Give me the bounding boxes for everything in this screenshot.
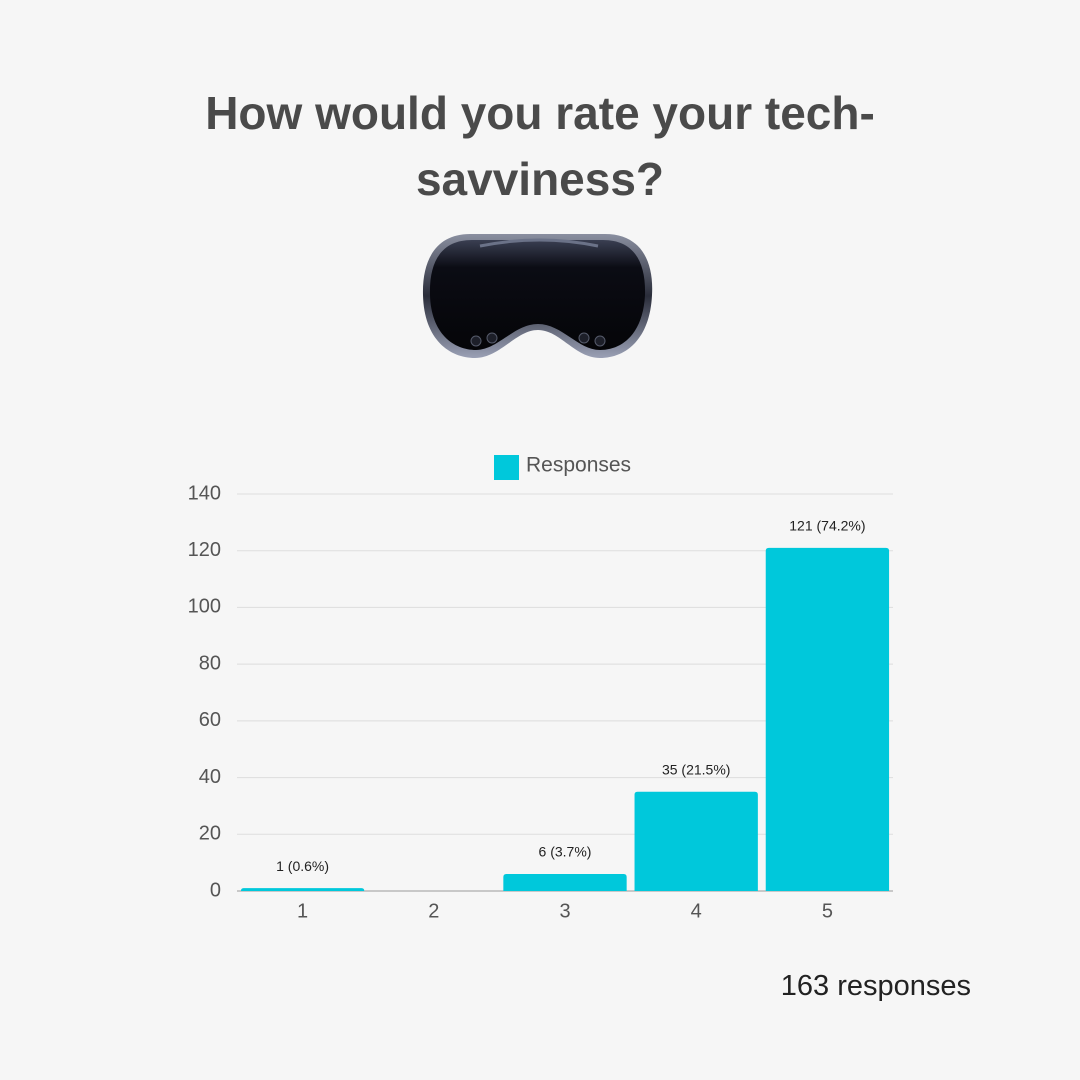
x-tick-label: 5 [822,900,833,922]
y-tick-label: 140 [188,482,221,504]
response-count: 163 responses [780,970,971,1002]
x-tick-label: 4 [691,900,702,922]
x-tick-label: 2 [428,900,439,922]
value-label: 6 (3.7%) [539,844,592,860]
y-tick-label: 100 [188,596,221,618]
legend-swatch [494,455,519,480]
y-tick-label: 120 [188,539,221,561]
value-label: 1 (0.6%) [276,858,329,874]
bar [634,791,758,891]
y-tick-label: 60 [199,709,221,731]
legend-label: Responses [526,454,631,477]
headset-image [422,234,653,358]
y-tick-label: 80 [199,652,221,674]
value-label: 35 (21.5%) [662,761,730,777]
y-tick-label: 20 [199,823,221,845]
y-tick-label: 40 [199,766,221,788]
bar [240,888,365,891]
y-tick-label: 0 [210,879,221,901]
chart-title: How would you rate your tech-savviness? [205,87,875,205]
x-tick-label: 1 [297,900,308,922]
bar [503,873,627,891]
x-tick-label: 3 [559,900,570,922]
bar [765,547,890,891]
value-label: 121 (74.2%) [789,518,865,534]
